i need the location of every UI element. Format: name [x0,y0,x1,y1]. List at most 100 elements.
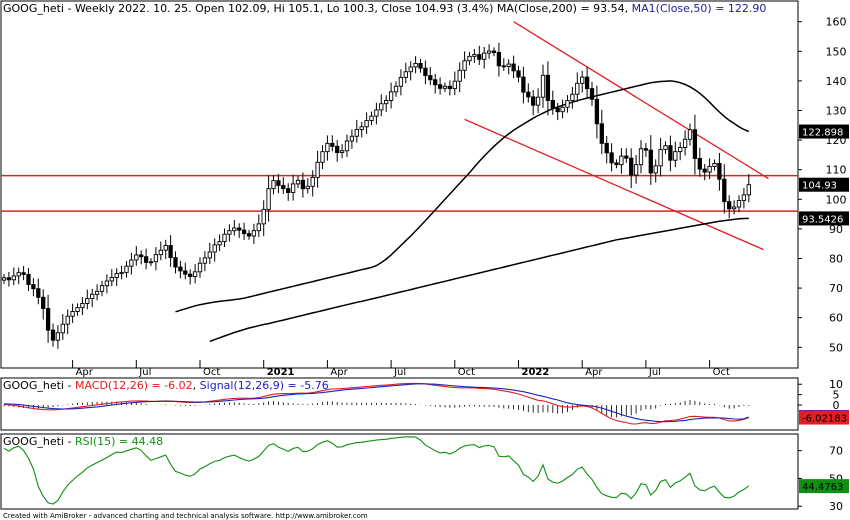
candle-17 [85,289,90,310]
candle-body-43 [212,244,217,253]
candle-body-12 [60,323,65,334]
candle-body-108 [531,96,536,106]
candle-body-123 [604,142,609,154]
candle-76 [374,102,379,125]
candle-body-17 [85,297,90,304]
candle-24 [119,265,124,280]
candle-body-148 [727,201,732,210]
candle-98 [482,46,487,69]
candle-body-92 [452,80,457,90]
candle-body-134 [658,149,663,167]
candle-body-118 [580,76,585,84]
rsi-title-rsi: RSI(15) = 44.48 [75,435,163,448]
price-panel: GOOG_heti - Weekly 2022. 10. 25. Open 10… [0,0,849,378]
macd-lines [3,382,749,425]
candle-8 [41,289,46,320]
candle-body-64 [315,161,320,178]
candle-7 [36,278,41,305]
candle-body-89 [437,84,443,89]
candle-23 [114,268,119,286]
candle-body-11 [55,332,61,341]
candle-body-87 [428,75,433,81]
candle-80 [393,81,399,97]
candle-133 [653,159,658,183]
candle-body-59 [290,183,296,193]
rsi-tick-label-2: 30 [829,500,843,513]
candle-46 [227,224,232,242]
candle-body-132 [648,149,653,174]
candle-body-31 [153,254,159,263]
candle-19 [94,284,100,301]
candle-body-125 [614,162,619,166]
candle-body-23 [114,273,119,278]
candle-body-18 [90,293,95,299]
candle-body-81 [398,76,404,87]
candle-body-129 [633,164,639,176]
candle-body-83 [408,66,413,73]
candle-body-147 [722,178,727,203]
candle-48 [237,223,242,238]
candle-143 [702,164,707,181]
candle-124 [609,143,614,172]
candle-body-40 [197,262,203,273]
candle-138 [678,142,683,161]
candle-73 [359,121,364,138]
macd-value-tags: -5.75912-6.02183 [799,410,849,425]
candle-body-137 [673,151,678,161]
candle-body-138 [678,147,683,153]
price-title-symbol: GOOG_heti [3,2,64,15]
candle-83 [408,61,413,81]
candle-body-98 [482,52,487,60]
candle-body-135 [663,145,668,151]
candle-body-45 [222,233,227,243]
candle-130 [638,140,644,174]
price-tag-label-2: 93.5426 [802,214,843,225]
candle-142 [697,147,702,177]
candle-59 [290,174,296,201]
price-tick-label-10: 150 [826,45,847,58]
candle-33 [163,239,168,259]
candle-16 [80,296,85,316]
candle-4 [21,266,26,281]
candle-101 [496,42,502,77]
candle-38 [188,269,193,285]
candle-10 [50,323,56,347]
candle-0 [1,273,7,284]
macd-tick-label-2: 0 [833,399,840,412]
candle-body-85 [418,62,423,69]
candle-body-143 [702,168,707,173]
candle-body-136 [668,145,673,161]
macd-title-signal: Signal(12,26,9) = -5.76 [200,379,329,392]
candle-body-73 [359,126,364,130]
candle-body-74 [364,120,369,128]
candle-body-56 [276,180,281,186]
price-value-tags: 122.898 104.93 93.5426 [799,124,849,226]
candle-body-50 [246,233,252,237]
candle-body-65 [320,151,325,163]
candle-body-102 [501,65,506,68]
candle-117 [575,72,580,103]
channel-line-0 [513,21,769,180]
candle-134 [658,137,663,177]
candle-126 [619,148,624,174]
candle-body-53 [261,208,266,225]
macd-line-path [3,382,749,425]
candle-70 [344,134,350,158]
candle-body-113 [555,107,560,113]
candle-body-122 [599,123,604,144]
candlesticks [1,42,751,349]
candle-body-61 [300,179,306,190]
candle-body-39 [192,271,198,277]
candle-body-128 [629,157,634,176]
candle-27 [134,246,139,266]
x-tick-label-0: Apr [76,367,94,378]
price-tick-label-8: 130 [826,105,847,118]
candle-body-67 [330,142,335,147]
candle-104 [511,55,516,79]
candle-45 [222,228,227,248]
candle-body-126 [619,155,624,166]
candle-body-112 [550,99,555,109]
price-tag-label-0: 122.898 [802,128,843,139]
candle-107 [526,83,531,103]
candle-body-114 [560,106,565,113]
